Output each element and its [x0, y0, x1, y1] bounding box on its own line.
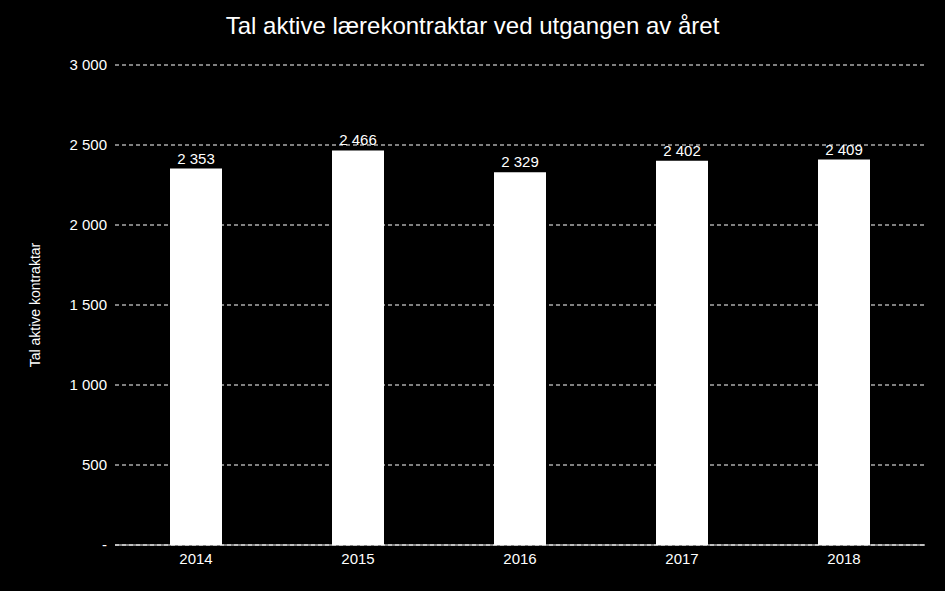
svg-text:2 500: 2 500	[69, 136, 107, 153]
svg-text:2015: 2015	[341, 550, 374, 567]
svg-text:3 000: 3 000	[69, 56, 107, 73]
svg-text:2 466: 2 466	[339, 131, 377, 148]
svg-text:2 402: 2 402	[663, 142, 701, 159]
svg-text:500: 500	[82, 456, 107, 473]
svg-text:2017: 2017	[665, 550, 698, 567]
svg-text:2 329: 2 329	[501, 153, 539, 170]
svg-text:2018: 2018	[827, 550, 860, 567]
svg-text:1 000: 1 000	[69, 376, 107, 393]
svg-text:2 353: 2 353	[177, 150, 215, 167]
html-text:Tal aktive lærekontraktar ved: Tal aktive lærekontraktar ved utgangen a…	[225, 12, 720, 39]
svg-text:-: -	[102, 536, 107, 553]
svg-text:2016: 2016	[503, 550, 536, 567]
svg-text:2 409: 2 409	[825, 141, 863, 158]
svg-text:Tal aktive kontraktar: Tal aktive kontraktar	[27, 242, 43, 367]
svg-text:2014: 2014	[179, 550, 212, 567]
svg-text:1 500: 1 500	[69, 296, 107, 313]
svg-text:2 000: 2 000	[69, 216, 107, 233]
